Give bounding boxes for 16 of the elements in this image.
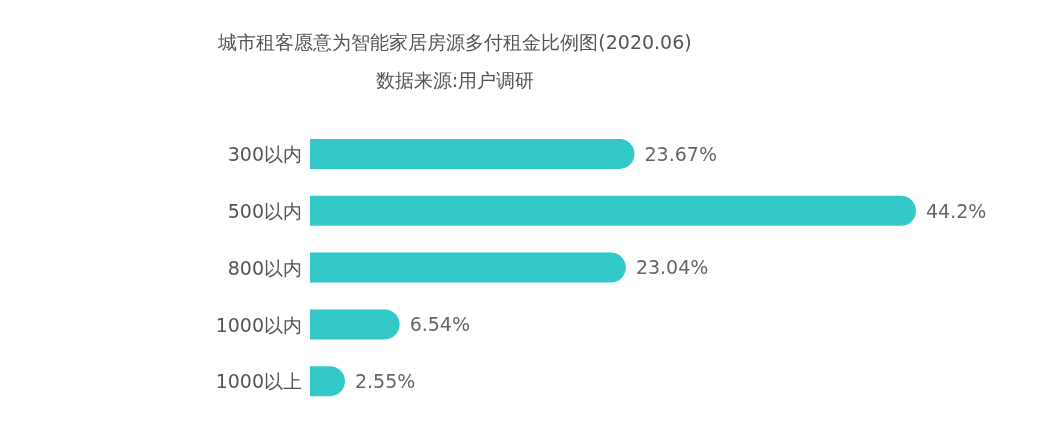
- y-tick-label: 500以内: [227, 199, 302, 222]
- data-label: 6.54%: [409, 313, 471, 336]
- y-tick-label: 1000以内: [215, 313, 302, 336]
- chart-title: 城市租客愿意为智能家居房源多付租金比例图(2020.06): [217, 30, 693, 55]
- bar: [310, 195, 916, 226]
- bar: [310, 139, 635, 169]
- data-label: 2.55%: [354, 369, 416, 392]
- data-label: 44.2%: [926, 199, 987, 222]
- y-tick-label: 800以内: [227, 256, 302, 279]
- chart-subtitle: 数据来源:用户调研: [374, 68, 536, 93]
- y-tick-label: 300以内: [227, 143, 302, 166]
- data-label: 23.04%: [635, 256, 709, 279]
- bar: [310, 309, 400, 340]
- data-label: 23.67%: [644, 142, 717, 165]
- y-tick-label: 1000以上: [215, 370, 302, 393]
- bar: [310, 252, 626, 283]
